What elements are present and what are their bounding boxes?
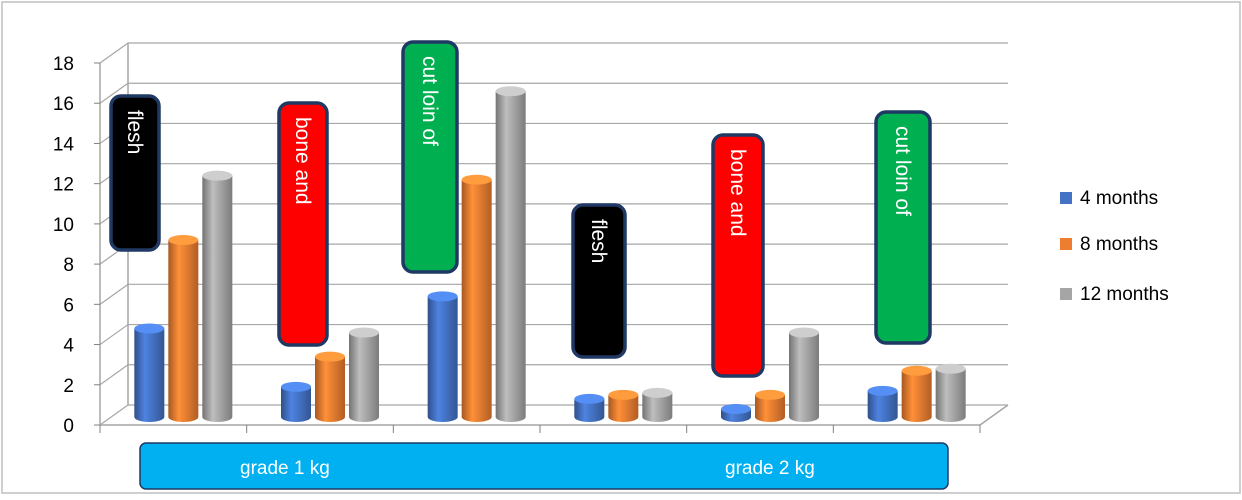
legend-item: 12 months <box>1060 284 1169 305</box>
gridline-side <box>99 82 129 104</box>
bar-top <box>461 174 492 185</box>
category-label-bg <box>571 203 627 359</box>
bar-top <box>495 86 526 97</box>
bar-top <box>935 363 966 374</box>
bar-top <box>315 351 345 362</box>
y-tick-label: 4 <box>63 336 74 357</box>
legend-label: 12 months <box>1080 284 1169 305</box>
y-tick-label: 8 <box>63 255 74 276</box>
bar-8-months <box>168 240 199 422</box>
bar-top <box>608 389 639 400</box>
group-band: grade 1 kg grade 2 kg <box>139 442 949 490</box>
gridline-side <box>99 404 129 426</box>
bar-top <box>168 235 199 246</box>
bar-8-months <box>608 394 639 422</box>
y-axis: 0 2 4 6 8 10 12 14 16 18 <box>53 54 100 437</box>
bar-4-months <box>574 398 605 422</box>
bar-top <box>789 327 819 338</box>
legend: 4 months 8 months 12 months <box>1060 188 1169 305</box>
category-label: cut loin of <box>891 126 914 216</box>
bar-top <box>202 170 233 181</box>
category-label-box: bone and <box>711 133 765 378</box>
legend-swatch <box>1060 288 1072 300</box>
gridline-side <box>99 283 129 305</box>
legend-swatch <box>1060 238 1072 250</box>
y-tick-label: 6 <box>63 295 74 316</box>
group-label: grade 1 kg <box>240 458 330 479</box>
bar-4-months <box>867 390 898 422</box>
bar-12-months <box>349 332 379 422</box>
bar-12-months <box>495 91 526 422</box>
category-label-box: flesh <box>571 203 627 359</box>
category-label: cut loin of <box>418 56 441 146</box>
bar-top <box>281 381 311 392</box>
group-band-bg <box>139 442 949 490</box>
bar-top <box>901 365 932 376</box>
bar-top <box>427 291 458 302</box>
gridline-side <box>99 364 129 386</box>
y-tick-label: 0 <box>63 416 74 437</box>
bar-top <box>721 403 751 414</box>
bar-top <box>574 393 605 404</box>
category-label-bg <box>874 110 932 345</box>
y-tick-label: 16 <box>53 94 74 115</box>
bar-12-months <box>642 392 673 422</box>
floor-right-edge <box>979 404 1009 426</box>
category-label: flesh <box>123 110 146 154</box>
bar-top <box>349 327 379 338</box>
y-tick-label: 18 <box>53 54 74 75</box>
bar-top <box>755 389 785 400</box>
category-labels: flesh bone and cut loin of flesh bone and cut… <box>109 40 932 378</box>
bar-4-months <box>427 296 458 422</box>
bar-12-months <box>935 368 966 422</box>
category-label-box: cut loin of <box>874 110 932 345</box>
bar-12-months <box>202 175 233 422</box>
bars <box>134 86 966 422</box>
category-label: bone and <box>291 117 314 205</box>
bar-4-months <box>281 386 311 422</box>
legend-item: 4 months <box>1060 188 1158 209</box>
gridline-side <box>99 324 129 346</box>
y-tick-label: 12 <box>53 175 74 196</box>
legend-swatch <box>1060 192 1072 204</box>
legend-label: 8 months <box>1080 234 1158 255</box>
y-tick-label: 2 <box>63 376 74 397</box>
category-label: bone and <box>726 149 749 237</box>
bar-8-months <box>315 356 345 422</box>
category-label: flesh <box>587 219 610 263</box>
bar-8-months <box>755 394 785 422</box>
category-label-bg <box>711 133 765 378</box>
bar-8-months <box>901 370 932 422</box>
y-tick-label: 10 <box>53 215 74 236</box>
bar-4-months <box>134 328 165 422</box>
category-label-bg <box>401 40 459 274</box>
bar-top <box>867 385 898 396</box>
category-label-box: bone and <box>277 101 329 347</box>
category-label-box: cut loin of <box>401 40 459 274</box>
bar-top <box>134 323 165 334</box>
category-label-bg <box>109 94 161 252</box>
category-label-bg <box>277 101 329 347</box>
category-label-box: flesh <box>109 94 161 252</box>
legend-item: 8 months <box>1060 234 1158 255</box>
legend-label: 4 months <box>1080 188 1158 209</box>
group-label: grade 2 kg <box>725 458 815 479</box>
gridline-side <box>99 42 129 64</box>
bar-8-months <box>461 179 492 422</box>
bar-top <box>642 387 673 398</box>
y-tick-label: 14 <box>53 134 75 155</box>
bar-12-months <box>789 332 819 422</box>
